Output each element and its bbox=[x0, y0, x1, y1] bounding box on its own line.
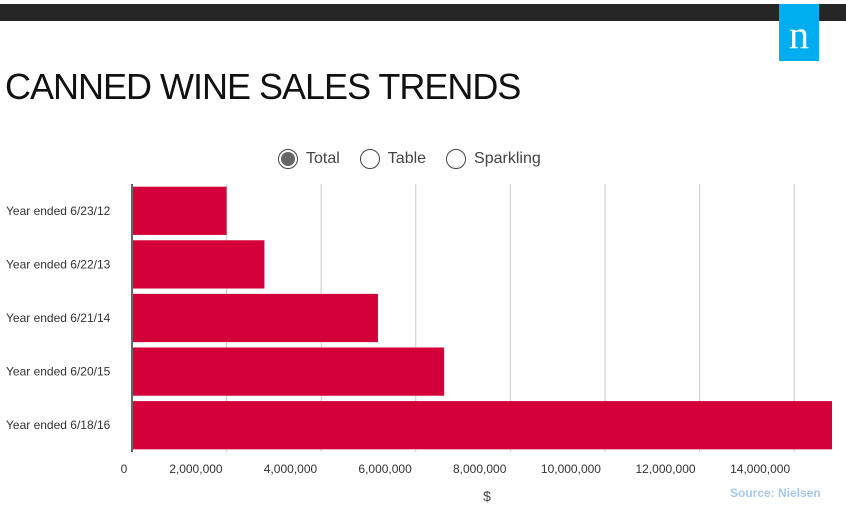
category-label: Year ended 6/18/16 bbox=[6, 418, 111, 432]
x-tick-label: 12,000,000 bbox=[636, 462, 696, 476]
x-tick-label: 10,000,000 bbox=[541, 462, 601, 476]
category-label: Year ended 6/20/15 bbox=[6, 365, 111, 379]
bar[interactable] bbox=[133, 240, 265, 289]
bar[interactable] bbox=[133, 293, 378, 343]
radio-sparkling-icon[interactable] bbox=[446, 149, 467, 169]
toggle-total[interactable]: Total bbox=[278, 149, 340, 169]
x-tick-label: 6,000,000 bbox=[358, 462, 412, 476]
x-tick-label: 2,000,000 bbox=[169, 462, 223, 476]
top-bar bbox=[0, 4, 846, 21]
toggle-sparkling[interactable]: Sparkling bbox=[446, 149, 541, 169]
source-note: Source: Nielsen bbox=[730, 486, 821, 500]
toggle-total-label: Total bbox=[306, 150, 340, 167]
toggle-table[interactable]: Table bbox=[359, 149, 427, 169]
category-label: Year ended 6/22/13 bbox=[6, 257, 111, 271]
x-tick-label: 14,000,000 bbox=[730, 462, 790, 476]
toggle-table-label: Table bbox=[387, 150, 427, 167]
category-label: Year ended 6/23/12 bbox=[6, 204, 111, 218]
x-tick-label: 4,000,000 bbox=[264, 462, 318, 476]
bar[interactable] bbox=[133, 401, 832, 450]
category-label: Year ended 6/21/14 bbox=[6, 311, 111, 325]
bar[interactable] bbox=[133, 186, 227, 235]
nielsen-logo: n bbox=[779, 4, 819, 61]
radio-table-icon[interactable] bbox=[359, 149, 380, 169]
radio-selected-dot bbox=[281, 152, 295, 166]
radio-total-icon[interactable] bbox=[278, 149, 298, 169]
x-tick-label: 8,000,000 bbox=[453, 462, 507, 476]
x-axis-title: $ bbox=[483, 488, 491, 504]
toggle-sparkling-label: Sparkling bbox=[474, 150, 541, 167]
page-title: CANNED WINE SALES TRENDS bbox=[5, 66, 521, 107]
x-tick-label: 0 bbox=[121, 462, 128, 476]
bar[interactable] bbox=[133, 347, 445, 396]
series-toggle-group: Total Table Sparkling bbox=[278, 146, 561, 172]
